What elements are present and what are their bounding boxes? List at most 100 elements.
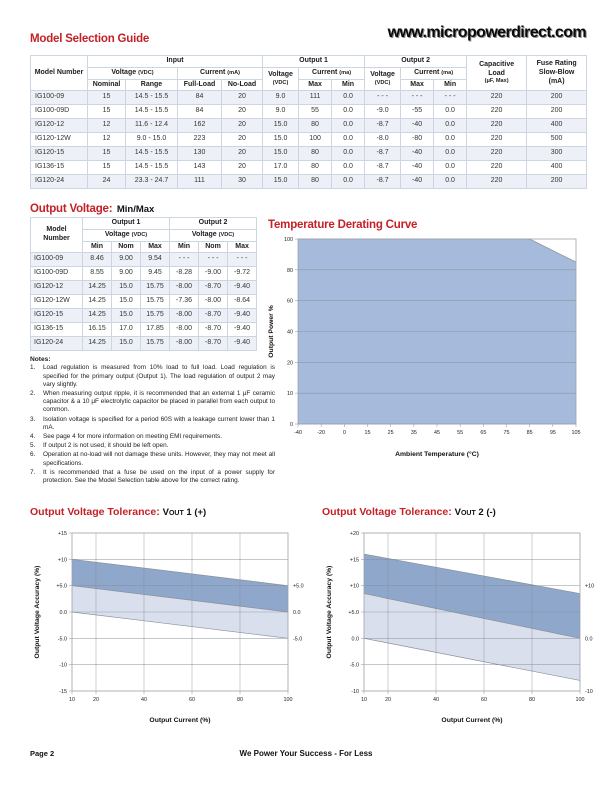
vout-v: V — [162, 507, 169, 518]
model-cell: IG120-12 — [30, 280, 83, 296]
svg-text:0.0: 0.0 — [60, 610, 68, 616]
value-cell: 80 — [298, 146, 333, 162]
value-cell: 220 — [466, 104, 528, 120]
value-cell: 14.5 - 15.5 — [125, 104, 178, 120]
col-no-load: No-Load — [220, 78, 264, 92]
note-item: When measuring output ripple, it is reco… — [30, 390, 275, 414]
value-cell: 500 — [526, 132, 588, 148]
notes-list: Load regulation is measured from 10% loa… — [30, 364, 275, 485]
svg-text:Ambient Temperature (°C): Ambient Temperature (°C) — [395, 450, 479, 458]
voltage-unit: (VDC) — [374, 79, 391, 86]
model-cell: IG120-12 — [30, 118, 88, 134]
group-output1: Output 1 — [81, 217, 171, 230]
value-cell: 9.0 — [262, 90, 300, 106]
note-item: Operation at no-load will not damage the… — [30, 451, 275, 467]
value-cell: 220 — [466, 174, 528, 190]
svg-text:105: 105 — [572, 430, 581, 436]
value-cell: 84 — [177, 104, 222, 120]
group-input: Input — [86, 55, 264, 68]
tolerance2-title-red: Output Voltage Tolerance: — [322, 506, 452, 518]
group-output2: Output 2 — [364, 55, 468, 68]
svg-text:+20: +20 — [350, 531, 359, 537]
current-unit: (ma) — [339, 69, 352, 76]
model-cell: IG120-12W — [30, 294, 83, 310]
vout1-rest: 1 (+) — [186, 507, 207, 518]
col-model-number: Model Number — [30, 54, 88, 92]
svg-text:35: 35 — [411, 430, 417, 436]
value-cell: -9.40 — [227, 322, 258, 338]
value-cell: 20 — [220, 132, 264, 148]
value-cell: 14.25 — [82, 280, 112, 296]
value-cell: 200 — [526, 90, 588, 106]
value-cell: -80 — [400, 132, 435, 148]
value-cell: 200 — [526, 174, 588, 190]
svg-text:25: 25 — [388, 430, 394, 436]
svg-text:10: 10 — [287, 391, 293, 397]
value-cell: 223 — [177, 132, 222, 148]
value-cell: 220 — [466, 118, 528, 134]
value-cell: 15.0 — [262, 118, 300, 134]
value-cell: 15 — [87, 90, 126, 106]
current-label: Current — [414, 68, 440, 76]
tolerance1-title-red: Output Voltage Tolerance: — [30, 506, 160, 518]
svg-text:20: 20 — [385, 697, 391, 703]
value-cell: 24 — [87, 174, 126, 190]
group-output2: Output 2 — [169, 217, 258, 230]
table-row: IG136-15 15 14.5 - 15.5 143 20 17.0 80 0.0 -8.7-… — [30, 160, 588, 176]
value-cell: -8.28 — [169, 266, 200, 282]
table-row: IG120-15 15 14.5 - 15.5 130 20 15.0 80 0.0 -8.7-… — [30, 146, 588, 162]
col-output1-voltage: Voltage (VDC) — [262, 66, 300, 92]
value-cell: 14.25 — [82, 308, 112, 324]
vout-sub: OUT — [168, 510, 184, 517]
value-cell: -40 — [400, 160, 435, 176]
value-cell: 162 — [177, 118, 222, 134]
voltage-unit: (VDC) — [272, 79, 289, 86]
value-cell: 220 — [466, 90, 528, 106]
footer-tagline: We Power Your Success - For Less — [239, 749, 373, 758]
current-label: Current — [200, 68, 226, 76]
col-output2-voltage: Voltage (VDC) — [364, 66, 402, 92]
current-unit: (ma) — [441, 69, 454, 76]
svg-text:20: 20 — [287, 360, 293, 366]
svg-text:-5.0: -5.0 — [58, 636, 67, 642]
voltage-label: Voltage — [191, 230, 217, 238]
svg-text:+15: +15 — [58, 531, 67, 537]
current-unit: (mA) — [227, 69, 241, 76]
value-cell: 17.85 — [139, 322, 171, 338]
col-range: Range — [125, 78, 178, 92]
model-selection-table: Model Number Input Output 1 Output 2 Cap… — [30, 54, 588, 190]
value-cell: 0.0 — [331, 104, 366, 120]
model-cell: IG120-12W — [30, 132, 88, 148]
value-cell: 0.0 — [331, 146, 366, 162]
value-cell: -8.00 — [169, 322, 200, 338]
model-cell: IG120-24 — [30, 336, 83, 352]
svg-text:60: 60 — [287, 299, 293, 305]
col-model-number: Model Number — [30, 216, 83, 254]
svg-text:20: 20 — [93, 697, 99, 703]
note-item: Load regulation is measured from 10% loa… — [30, 364, 275, 388]
value-cell: 9.0 - 15.0 — [125, 132, 178, 148]
svg-text:80: 80 — [287, 268, 293, 274]
svg-text:10: 10 — [69, 697, 75, 703]
output-voltage-title-red: Output Voltage: — [30, 203, 113, 215]
value-cell: 17.0 — [262, 160, 300, 176]
svg-text:40: 40 — [433, 697, 439, 703]
value-cell: 17.0 — [111, 322, 141, 338]
value-cell: 20 — [220, 118, 264, 134]
table-row: IG120-12 14.25 15.0 15.75 -8.00 -8.70 -9.40 — [30, 280, 258, 296]
value-cell: -8.7 — [364, 118, 402, 134]
output-voltage-title-sub: Min/Max — [116, 204, 155, 215]
value-cell: 15.75 — [139, 336, 171, 352]
svg-text:40: 40 — [141, 697, 147, 703]
value-cell: 9.00 — [111, 252, 141, 268]
voltage-unit: (VDC) — [131, 231, 148, 238]
page-number: Page 2 — [30, 749, 55, 758]
value-cell: 15.0 — [262, 174, 300, 190]
value-cell: 20 — [220, 104, 264, 120]
value-cell: 15.0 — [111, 280, 141, 296]
value-cell: 0.0 — [331, 132, 366, 148]
svg-text:60: 60 — [481, 697, 487, 703]
col-input-current: Current (mA) — [176, 66, 264, 80]
value-cell: 15.0 — [111, 294, 141, 310]
svg-text:+5.0: +5.0 — [293, 584, 304, 590]
